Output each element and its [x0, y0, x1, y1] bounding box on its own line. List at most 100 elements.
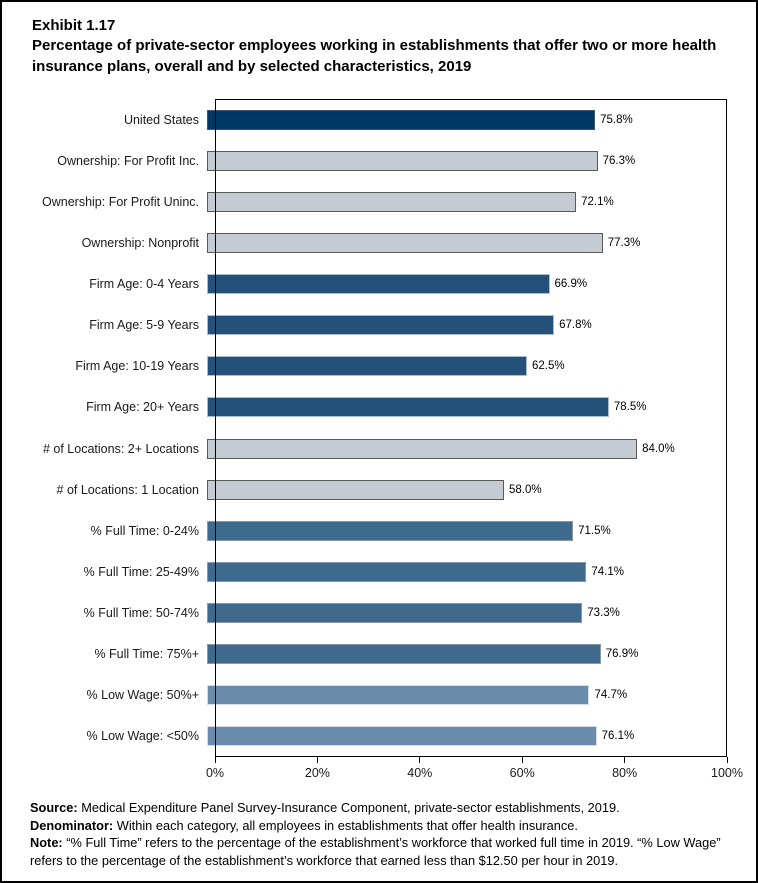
bar: [207, 479, 504, 500]
bar: [207, 109, 596, 130]
bar: [207, 603, 583, 624]
bar: [207, 356, 527, 377]
bar-row: # of Locations: 2+ Locations 84.0%: [2, 428, 756, 469]
chart-title: Percentage of private-sector employees w…: [32, 37, 717, 75]
x-tick-mark: [214, 757, 216, 763]
value-label: 78.5%: [613, 401, 647, 414]
value-label: 76.1%: [601, 730, 635, 743]
bar-track: 58.0%: [207, 469, 719, 510]
bar-track: 74.1%: [207, 551, 719, 592]
bar: [207, 150, 598, 171]
value-label: 76.3%: [602, 154, 636, 167]
bar-track: 71.5%: [207, 510, 719, 551]
note-text: “% Full Time” refers to the percentage o…: [30, 835, 721, 868]
bar-row: % Full Time: 50-74% 73.3%: [2, 593, 756, 634]
bar-row: Ownership: Nonprofit 77.3%: [2, 222, 756, 263]
bar-row: % Low Wage: 50%+ 74.7%: [2, 675, 756, 716]
bar-track: 76.3%: [207, 140, 719, 181]
denominator-label: Denominator:: [30, 817, 114, 833]
bar-track: 74.7%: [207, 675, 719, 716]
bar-track: 72.1%: [207, 181, 719, 222]
bar-track: 77.3%: [207, 222, 719, 263]
x-tick-mark: [726, 757, 728, 763]
bar-track: 84.0%: [207, 428, 719, 469]
bar-track: 73.3%: [207, 593, 719, 634]
category-label: % Full Time: 75%+: [94, 647, 199, 662]
category-label: Ownership: Nonprofit: [81, 235, 199, 250]
value-label: 76.9%: [605, 648, 639, 661]
value-label: 71.5%: [578, 524, 611, 537]
x-tick-label: 20%: [304, 766, 330, 780]
value-label: 74.7%: [594, 689, 628, 702]
category-label: United States: [123, 112, 199, 127]
source-note: Source: Medical Expenditure Panel Survey…: [30, 799, 736, 817]
source-text: Medical Expenditure Panel Survey-Insuran…: [77, 800, 620, 815]
denominator-note: Denominator: Within each category, all e…: [30, 817, 736, 835]
bar-track: 76.9%: [207, 634, 719, 675]
x-axis: 0% 20% 40% 60% 80% 100%: [206, 757, 743, 789]
bar-row: # of Locations: 1 Location 58.0%: [2, 469, 756, 510]
category-label: Firm Age: 0-4 Years: [89, 277, 199, 292]
bar: [207, 397, 609, 418]
bar: [207, 191, 577, 212]
bar: [207, 520, 574, 541]
value-label: 58.0%: [508, 483, 542, 496]
bar-row: % Full Time: 0-24% 71.5%: [2, 510, 756, 551]
value-label: 67.8%: [559, 319, 592, 332]
category-label: % Full Time: 0-24%: [90, 523, 199, 538]
category-label: Ownership: For Profit Inc.: [57, 153, 199, 168]
category-label: # of Locations: 2+ Locations: [42, 441, 199, 456]
footnotes: Source: Medical Expenditure Panel Survey…: [30, 799, 736, 870]
x-tick-mark: [316, 757, 318, 763]
x-tick-mark: [624, 757, 626, 763]
value-label: 66.9%: [554, 278, 588, 291]
bar-row: % Full Time: 75%+ 76.9%: [2, 634, 756, 675]
x-tick-label: 0%: [205, 766, 225, 780]
bar-row: Ownership: For Profit Uninc. 72.1%: [2, 181, 756, 222]
bar-row: Firm Age: 5-9 Years 67.8%: [2, 305, 756, 346]
category-label: % Full Time: 25-49%: [83, 564, 199, 579]
bar: [207, 726, 597, 747]
value-label: 73.3%: [587, 607, 620, 620]
note-label: Note:: [30, 835, 63, 851]
bar-track: 75.8%: [207, 99, 719, 140]
value-label: 75.8%: [600, 113, 633, 126]
denominator-text: Within each category, all employees in e…: [113, 817, 578, 833]
value-label: 72.1%: [581, 195, 614, 208]
bar-track: 78.5%: [207, 387, 719, 428]
bar: [207, 315, 555, 336]
bar: [207, 274, 550, 295]
bar: [207, 438, 638, 459]
bar-chart: United States 75.8% Ownership: For Profit …: [2, 99, 756, 757]
bar-row: Ownership: For Profit Inc. 76.3%: [2, 140, 756, 181]
x-tick-mark: [521, 757, 523, 763]
x-tick-mark: [419, 757, 421, 763]
bar: [207, 644, 601, 665]
category-label: Ownership: For Profit Uninc.: [42, 194, 199, 209]
value-label: 84.0%: [642, 442, 675, 455]
bar: [207, 232, 603, 253]
category-label: % Full Time: 50-74%: [83, 606, 199, 621]
bar-row: Firm Age: 10-19 Years 62.5%: [2, 346, 756, 387]
x-tick-label: 40%: [407, 766, 433, 780]
bar-track: 67.8%: [207, 305, 719, 346]
bar: [207, 561, 587, 582]
bar-row: United States 75.8%: [2, 99, 756, 140]
category-label: % Low Wage: 50%+: [86, 688, 199, 703]
title-block: Exhibit 1.17 Percentage of private-secto…: [32, 16, 727, 77]
x-tick-label: 80%: [612, 766, 638, 780]
category-label: Firm Age: 5-9 Years: [89, 318, 199, 333]
bar-row: Firm Age: 0-4 Years 66.9%: [2, 264, 756, 305]
bar-track: 76.1%: [207, 716, 719, 757]
source-label: Source:: [30, 800, 78, 815]
value-label: 74.1%: [591, 565, 624, 578]
category-label: Firm Age: 10-19 Years: [75, 359, 199, 374]
definition-note: Note: “% Full Time” refers to the percen…: [30, 834, 736, 869]
value-label: 77.3%: [607, 236, 641, 249]
category-label: # of Locations: 1 Location: [56, 482, 199, 497]
value-label: 62.5%: [532, 360, 565, 373]
bar-row: Firm Age: 20+ Years 78.5%: [2, 387, 756, 428]
bar-track: 62.5%: [207, 346, 719, 387]
category-label: % Low Wage: <50%: [86, 729, 199, 744]
